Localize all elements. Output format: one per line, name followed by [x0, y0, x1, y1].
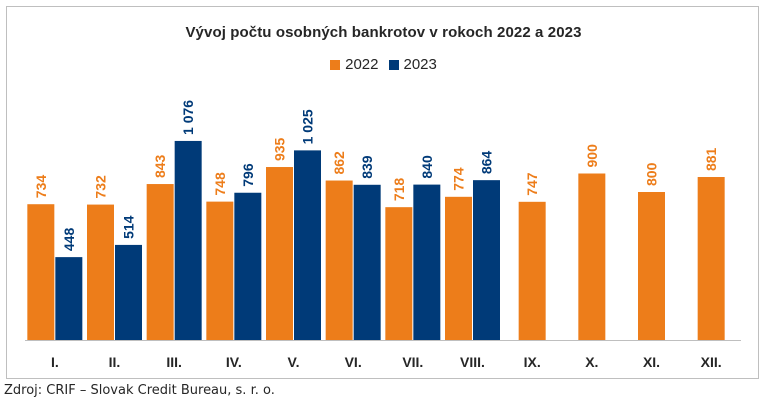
- bar-2023-3: [174, 140, 202, 340]
- bar-2022-2: [87, 204, 114, 340]
- x-tick-label-2: II.: [109, 354, 121, 370]
- data-label-2023-2: 514: [121, 215, 137, 239]
- bar-2023-7: [413, 184, 441, 340]
- data-label-2022-10: 900: [584, 144, 600, 168]
- data-label-2022-9: 747: [524, 172, 540, 196]
- chart-title: Vývoj počtu osobných bankrotov v rokoch …: [185, 24, 582, 41]
- data-label-2023-3: 1 076: [180, 100, 196, 135]
- data-label-2023-8: 864: [479, 151, 495, 175]
- x-tick-label-10: X.: [585, 354, 598, 370]
- bar-2023-6: [353, 184, 381, 340]
- bar-2022-3: [146, 184, 174, 340]
- bar-2023-1: [55, 257, 83, 340]
- bar-2022-1: [27, 204, 55, 340]
- bar-2022-10: [578, 173, 606, 340]
- bar-2022-9: [518, 201, 546, 340]
- x-tick-label-9: IX.: [524, 354, 541, 370]
- data-label-2022-2: 732: [93, 175, 109, 199]
- data-label-2022-12: 881: [703, 147, 719, 171]
- legend-swatch-2023: [388, 59, 399, 70]
- data-label-2022-7: 718: [391, 178, 407, 202]
- chart-frame: Vývoj počtu osobných bankrotov v rokoch …: [6, 6, 759, 379]
- data-label-2023-5: 1 025: [300, 109, 316, 144]
- bar-2022-12: [697, 177, 725, 340]
- data-label-2022-11: 800: [644, 162, 660, 186]
- legend: 2022 2023: [7, 56, 760, 73]
- bar-2022-7: [385, 207, 413, 340]
- bar-2022-8: [445, 196, 472, 340]
- legend-swatch-2022: [330, 59, 341, 70]
- legend-label-2023: 2023: [403, 56, 437, 73]
- x-tick-label-12: XII.: [701, 354, 722, 370]
- source-note: Zdroj: CRIF – Slovak Credit Bureau, s. r…: [4, 383, 275, 398]
- x-tick-label-3: III.: [166, 354, 182, 370]
- bar-2022-11: [638, 192, 665, 340]
- data-label-2023-1: 448: [61, 228, 77, 252]
- data-label-2022-1: 734: [33, 175, 49, 199]
- x-tick-label-8: VIII.: [460, 354, 485, 370]
- plot-area: 734 448 732 514 843 1 076 748 796 935 1 025 862 839…: [25, 100, 741, 370]
- data-label-2022-4: 748: [212, 172, 228, 196]
- x-tick-label-11: XI.: [643, 354, 660, 370]
- bar-2022-6: [325, 180, 353, 340]
- data-label-2022-6: 862: [331, 151, 347, 175]
- bar-2023-2: [115, 244, 142, 340]
- x-tick-label-1: I.: [51, 354, 59, 370]
- x-tick-label-4: IV.: [226, 354, 242, 370]
- bar-2022-5: [266, 167, 293, 340]
- x-tick-label-7: VII.: [402, 354, 423, 370]
- x-tick-label-6: VI.: [345, 354, 362, 370]
- data-label-2023-4: 796: [240, 163, 256, 187]
- bar-2022-4: [206, 201, 234, 340]
- bar-2023-5: [294, 150, 321, 340]
- bar-2023-8: [473, 180, 500, 340]
- x-tick-label-5: V.: [288, 354, 300, 370]
- legend-item-2023: 2023: [388, 56, 437, 73]
- data-label-2022-3: 843: [152, 154, 168, 178]
- bar-2023-4: [234, 192, 262, 340]
- legend-item-2022: 2022: [330, 56, 379, 73]
- data-label-2022-5: 935: [272, 137, 288, 161]
- data-label-2023-6: 839: [359, 155, 375, 179]
- data-label-2022-8: 774: [451, 167, 467, 191]
- legend-label-2022: 2022: [345, 56, 379, 73]
- data-label-2023-7: 840: [419, 155, 435, 179]
